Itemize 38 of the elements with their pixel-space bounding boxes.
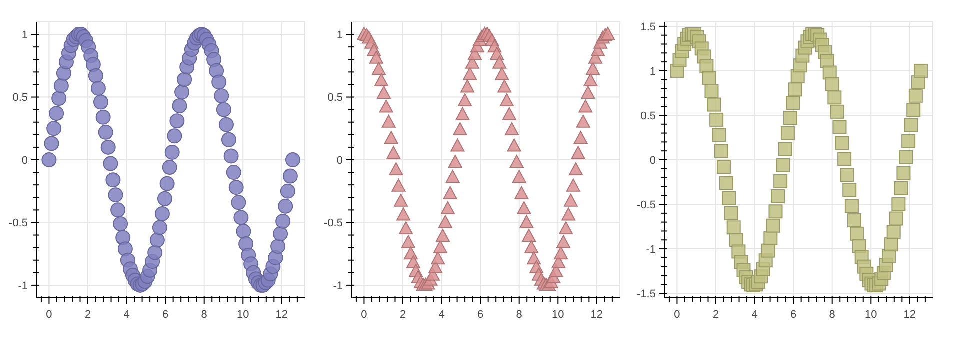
y-tick-label: 1.5 (640, 21, 656, 34)
y-tick-label: -1 (333, 280, 343, 292)
x-tick-label: 6 (478, 309, 484, 321)
y-tick-label: 1 (22, 29, 28, 42)
x-tick-label: 2 (712, 309, 720, 321)
y-tick-label: 0 (22, 154, 28, 167)
x-tick-label: 2 (84, 309, 92, 321)
x-tick-label: 12 (904, 309, 916, 321)
y-tick-label: 1 (336, 29, 343, 42)
x-tick-label: 4 (752, 309, 758, 321)
x-tick-label: 2 (400, 309, 406, 321)
x-tick-label: 0 (361, 309, 368, 321)
y-tick-label: -0.5 (9, 218, 28, 230)
x-tick-label: 6 (162, 309, 169, 321)
y-tick-label: 0.5 (12, 92, 28, 104)
x-tick-label: 12 (590, 309, 604, 321)
x-tick-label: 8 (829, 309, 836, 321)
x-tick-label: 6 (790, 309, 797, 321)
y-tick-label: 0 (336, 154, 343, 167)
x-tick-label: 10 (237, 309, 250, 321)
y-tick-label: -1 (18, 280, 28, 292)
y-tick-label: -0.5 (637, 199, 656, 212)
x-tick-label: 8 (201, 309, 208, 321)
y-tick-label: 0 (650, 154, 656, 167)
x-tick-label: 4 (438, 309, 445, 321)
x-tick-label: 0 (674, 309, 680, 321)
y-tick-label: -1 (646, 244, 656, 256)
x-tick-label: 0 (46, 309, 52, 321)
x-tick-label: 4 (124, 309, 130, 321)
x-tick-label: 10 (552, 309, 564, 321)
y-tick-label: 0.5 (328, 92, 343, 104)
y-tick-label: -0.5 (324, 218, 343, 230)
y-tick-label: 1 (650, 66, 656, 78)
y-tick-label: -1.5 (637, 288, 656, 300)
x-tick-label: 12 (276, 309, 288, 321)
x-tick-label: 8 (516, 309, 522, 321)
y-tick-label: 0.5 (640, 110, 656, 122)
x-tick-label: 10 (865, 309, 878, 321)
